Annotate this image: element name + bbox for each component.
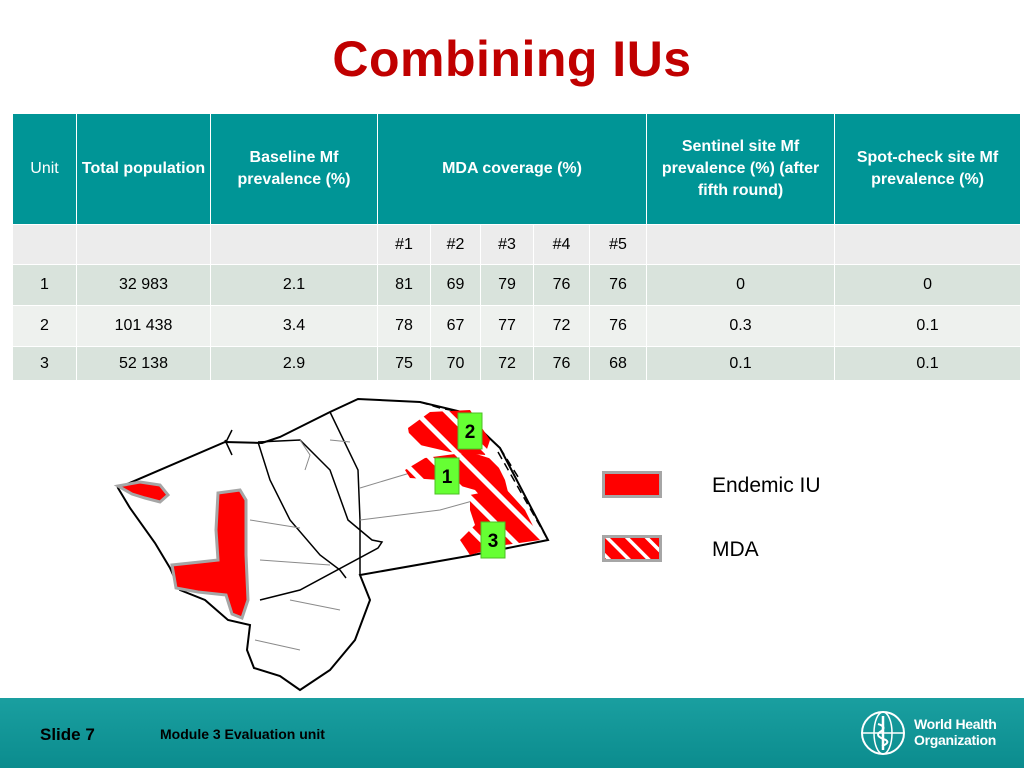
table-row: 2 101 438 3.4 78 67 77 72 76 0.3 0.1 [12,305,1022,347]
legend-mda-swatch [602,535,662,562]
cell-baseline: 2.1 [210,264,378,306]
cell-unit: 3 [12,346,77,381]
cell-mda: 81 [377,264,431,306]
district-boundary [224,429,233,456]
table-row: 1 32 983 2.1 81 69 79 76 76 0 0 [12,264,1022,306]
who-wordmark: World Health Organization [914,716,997,748]
cell-mda: 76 [588,264,648,306]
cell-mda: 76 [533,346,590,381]
who-emblem-icon [861,711,905,755]
cell-spot: 0 [834,264,1022,306]
round-label: #4 [533,224,590,265]
rounds-subheader-row: #1 #2 #3 #4 #5 [12,224,1022,265]
district-boundary [419,401,521,481]
cell-unit: 2 [12,305,77,347]
legend-mda-label: MDA [712,538,759,561]
unit-label-2-box [457,412,483,450]
slide-footer: Slide 7 Module 3 Evaluation unit World H… [0,698,1024,768]
district-boundary [257,441,347,579]
cell-mda: 72 [480,346,534,381]
cell-mda: 76 [588,305,648,347]
cell-mda: 68 [588,346,648,381]
iu-map: 2 1 3 [113,397,550,692]
header-mda-coverage: MDA coverage (%) [376,113,648,225]
header-sentinel: Sentinel site Mf prevalence (%) (after f… [646,113,836,225]
cell-population: 32 983 [76,264,211,306]
cell-mda: 79 [480,264,534,306]
table-header-row: Unit Total population Baseline Mf preval… [12,113,1022,225]
cell-mda: 77 [480,305,534,347]
cell-population: 52 138 [76,346,211,381]
unit-label-3: 3 [488,531,499,552]
mda-boundary [497,451,549,541]
iu-data-table: Unit Total population Baseline Mf preval… [12,113,1022,381]
cell-mda: 78 [377,305,431,347]
table-row: 3 52 138 2.9 75 70 72 76 68 0.1 0.1 [12,346,1022,381]
cell-mda: 69 [430,264,481,306]
cell-population: 101 438 [76,305,211,347]
org-line-1: World Health [914,716,997,732]
legend-endemic-swatch [602,471,662,498]
unit-label-3-box [480,521,506,559]
round-label: #3 [480,224,534,265]
district-boundary [249,439,351,651]
unit-label-1: 1 [442,467,453,488]
legend-endemic-label: Endemic IU [712,474,821,497]
endemic-iu-northwest [113,480,171,504]
cell-sentinel: 0.3 [646,305,836,347]
cell-sentinel: 0.1 [646,346,836,381]
round-label: #5 [588,224,648,265]
slide-number: Slide 7 [40,725,95,744]
header-unit: Unit [12,113,77,225]
district-boundary [257,439,384,601]
header-baseline: Baseline Mf prevalence (%) [210,113,378,225]
cell-mda: 76 [533,264,590,306]
header-population: Total population [76,113,211,225]
cell-baseline: 2.9 [210,346,378,381]
cell-spot: 0.1 [834,346,1022,381]
cell-mda: 75 [377,346,431,381]
round-label: #1 [377,224,431,265]
round-label: #2 [430,224,481,265]
cell-mda: 70 [430,346,481,381]
unit-label-1-box [434,457,460,495]
cell-mda: 67 [430,305,481,347]
cell-baseline: 3.4 [210,305,378,347]
endemic-iu-west [170,488,250,620]
cell-unit: 1 [12,264,77,306]
cell-sentinel: 0 [646,264,836,306]
header-spot-check: Spot-check site Mf prevalence (%) [834,113,1022,225]
cell-spot: 0.1 [834,305,1022,347]
slide-title: Combining IUs [332,31,692,87]
module-label: Module 3 Evaluation unit [160,726,325,742]
org-line-2: Organization [914,732,996,748]
cell-mda: 72 [533,305,590,347]
unit-label-2: 2 [465,422,476,443]
